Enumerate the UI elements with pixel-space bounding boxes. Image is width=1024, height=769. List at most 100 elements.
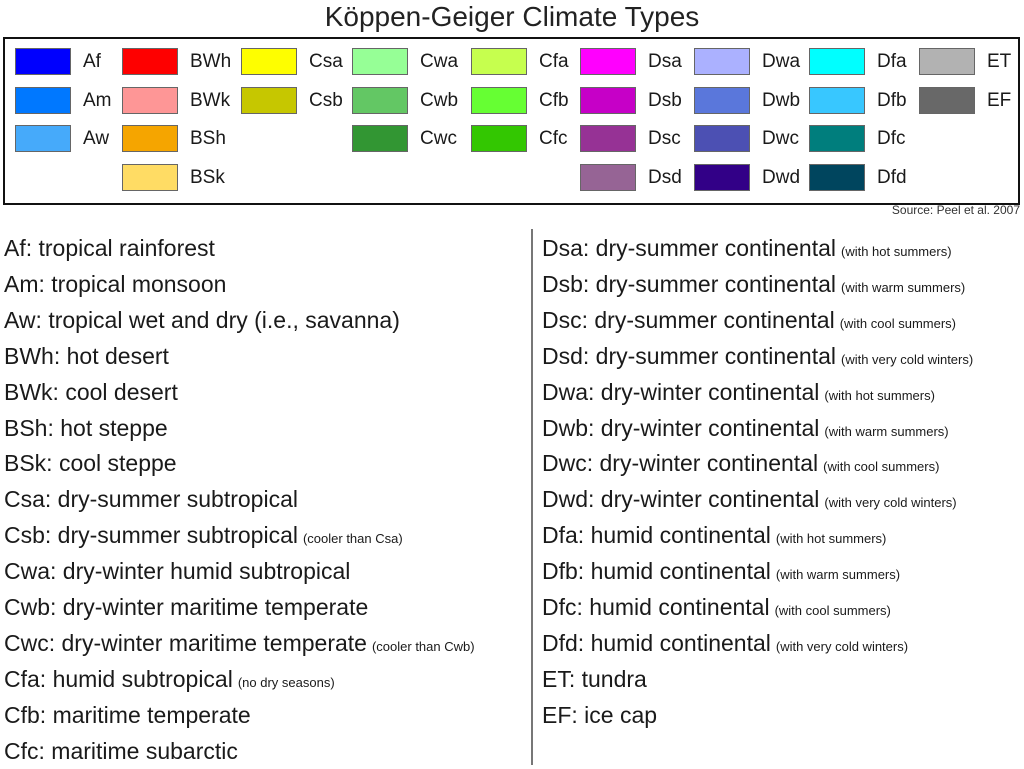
climate-description: Dwa: dry-winter continental (with hot sum… [542, 376, 935, 410]
legend-code: Dfa [877, 51, 907, 72]
legend-swatch [352, 125, 408, 152]
description-note: (with cool summers) [774, 603, 891, 618]
legend-item: Dfd [809, 164, 919, 194]
legend-item: Aw [15, 125, 125, 155]
description-note: (with hot summers) [824, 387, 935, 403]
legend-item: Dfa [809, 48, 919, 78]
legend-swatch [694, 87, 750, 114]
legend-swatch [809, 87, 865, 114]
description-text: Dwa: dry-winter continental [542, 378, 820, 405]
legend-swatch [471, 125, 527, 152]
climate-description: BSh: hot steppe [4, 412, 168, 446]
legend-swatch [694, 125, 750, 152]
legend-code: Cwc [420, 128, 457, 149]
description-note: (with cool summers) [823, 459, 940, 475]
legend-code: ET [987, 51, 1012, 72]
description-text: Cwc: dry-winter maritime temperate [4, 629, 367, 656]
legend-swatch [471, 87, 527, 114]
legend-code: BWh [190, 51, 232, 72]
legend-code: Cfc [539, 128, 568, 149]
legend-swatch [809, 125, 865, 152]
legend-swatch [122, 48, 178, 75]
description-text: Dfa: humid continental [542, 522, 771, 549]
legend-swatch [580, 87, 636, 114]
description-note: (no dry seasons) [237, 674, 335, 690]
climate-description: Dsa: dry-summer continental (with hot sum… [542, 232, 952, 266]
legend-swatch [919, 87, 975, 114]
legend-code: Dwc [762, 128, 799, 149]
description-text: BWh: hot desert [4, 342, 169, 369]
description-text: Csb: dry-summer subtropical [4, 522, 298, 549]
description-note: (with hot summers) [841, 244, 952, 259]
description-note: (with warm summers) [775, 567, 901, 583]
legend-item: BWh [122, 48, 232, 78]
description-text: BWk: cool desert [4, 378, 178, 405]
page-title: Köppen-Geiger Climate Types [324, 1, 700, 32]
legend-code: Af [83, 51, 101, 72]
climate-description: Cfa: humid subtropical (no dry seasons) [4, 663, 335, 697]
climate-description: BWk: cool desert [4, 376, 178, 410]
climate-description: Am: tropical monsoon [4, 268, 226, 302]
description-text: EF: ice cap [542, 701, 658, 728]
legend-code: Dfc [877, 128, 906, 149]
climate-description: Cfb: maritime temperate [4, 699, 251, 733]
legend-code: EF [987, 90, 1012, 111]
legend-code: Csb [309, 90, 343, 111]
description-text: Cfa: humid subtropical [4, 665, 233, 692]
legend-item: BWk [122, 87, 232, 117]
legend-item: Csb [241, 87, 351, 117]
legend-swatch [241, 48, 297, 75]
climate-description: Dfb: humid continental (with warm summers… [542, 555, 900, 589]
description-text: Dfb: humid continental [542, 558, 771, 585]
legend-swatch [122, 164, 178, 191]
description-text: Dsa: dry-summer continental [542, 235, 836, 261]
legend-item: Cwc [352, 125, 462, 155]
description-note: (with warm summers) [824, 423, 949, 439]
climate-description: Af: tropical rainforest [4, 232, 215, 266]
legend-swatch [15, 87, 71, 114]
description-text: Dfd: humid continental [542, 629, 771, 656]
legend-item: Dwd [694, 164, 804, 194]
legend-swatch [809, 48, 865, 75]
legend-item: Am [15, 87, 125, 117]
climate-description: Csb: dry-summer subtropical (cooler than … [4, 519, 403, 553]
description-note: (with very cold winters) [841, 351, 974, 367]
climate-description: Cwa: dry-winter humid subtropical [4, 555, 350, 589]
legend-swatch [580, 48, 636, 75]
legend-code: Am [83, 90, 112, 111]
legend-item: BSk [122, 164, 232, 194]
legend-code: Dwd [762, 167, 801, 188]
description-text: Aw: tropical wet and dry (i.e., savanna) [4, 306, 400, 333]
legend-code: Cwa [420, 51, 459, 72]
description-text: Cfc: maritime subarctic [4, 737, 238, 764]
legend-code: Dsb [648, 90, 682, 111]
legend-swatch [241, 87, 297, 114]
legend-item: Dsb [580, 87, 690, 117]
climate-description: BSk: cool steppe [4, 447, 177, 481]
legend-item: Dsc [580, 125, 690, 155]
legend-swatch [15, 48, 71, 75]
legend-swatch [580, 125, 636, 152]
description-text: Csa: dry-summer subtropical [4, 486, 298, 513]
legend-code: Dwa [762, 51, 801, 72]
legend-item: Cwb [352, 87, 462, 117]
legend-code: Dfb [877, 90, 907, 111]
legend-code: Cfa [539, 51, 569, 72]
legend-swatch [919, 48, 975, 75]
legend-code: BWk [190, 90, 231, 111]
description-note: (with very cold winters) [824, 495, 957, 511]
climate-description: Dfa: humid continental (with hot summers) [542, 519, 886, 553]
description-text: Dsd: dry-summer continental [542, 342, 836, 369]
description-note: (with cool summers) [839, 315, 956, 331]
description-text: Dfc: humid continental [542, 594, 770, 620]
legend-swatch [694, 164, 750, 191]
legend-swatch [15, 125, 71, 152]
legend-code: Dsa [648, 51, 682, 72]
description-note: (with warm summers) [841, 279, 966, 295]
legend-item: Dsd [580, 164, 690, 194]
description-text: Dwd: dry-winter continental [542, 486, 820, 513]
legend-item: Dsa [580, 48, 690, 78]
climate-description: Dwb: dry-winter continental (with warm su… [542, 412, 949, 446]
legend-item: Cwa [352, 48, 462, 78]
legend-item: Dfc [809, 125, 919, 155]
